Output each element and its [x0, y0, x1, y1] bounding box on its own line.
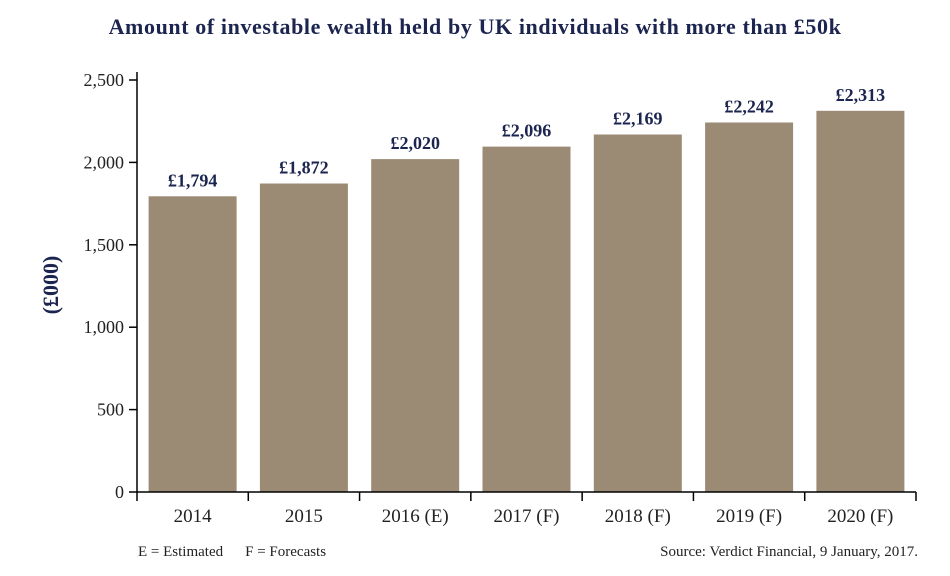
- source-note: Source: Verdict Financial, 9 January, 20…: [660, 544, 918, 560]
- x-tick-label: 2018 (F): [605, 506, 671, 527]
- bar: [816, 110, 905, 493]
- y-tick-label: 2,500: [84, 70, 125, 90]
- forecasts-note: F = Forecasts: [245, 544, 327, 560]
- x-tick-label: 2019 (F): [716, 506, 782, 527]
- y-tick-label: 0: [115, 482, 124, 502]
- y-axis-label: (£000): [38, 256, 63, 315]
- y-tick-label: 1,000: [84, 317, 125, 337]
- estimated-note: E = Estimated: [138, 544, 224, 560]
- bar: [482, 146, 571, 492]
- data-label: £2,313: [836, 85, 886, 105]
- x-tick-label: 2017 (F): [494, 506, 560, 527]
- bar: [371, 159, 460, 492]
- data-label: £2,096: [502, 121, 552, 141]
- data-label: £2,169: [613, 109, 663, 129]
- x-tick-label: 2020 (F): [827, 506, 893, 527]
- y-tick-label: 2,000: [84, 152, 125, 172]
- bar: [148, 196, 237, 493]
- y-tick-label: 1,500: [84, 235, 125, 255]
- footer-legend-note: E = Estimated F = Forecasts: [138, 544, 326, 561]
- x-tick-label: 2014: [174, 506, 213, 527]
- bar: [593, 134, 682, 492]
- bars-layer: [148, 110, 905, 493]
- bar: [705, 122, 794, 492]
- x-tick-label: 2015: [285, 506, 323, 527]
- data-label: £2,242: [724, 97, 774, 117]
- labels-layer: £1,794 £1,872 £2,020 £2,096 £2,169 £2,242 £2,3…: [84, 70, 894, 527]
- axes-layer: [129, 72, 917, 501]
- y-tick-label: 500: [97, 400, 124, 420]
- bar: [259, 183, 348, 492]
- chart-title: Amount of investable wealth held by UK i…: [108, 14, 842, 39]
- data-label: £2,020: [390, 133, 440, 153]
- data-label: £1,794: [168, 170, 218, 190]
- data-label: £1,872: [279, 158, 329, 178]
- x-tick-label: 2016 (E): [382, 506, 449, 527]
